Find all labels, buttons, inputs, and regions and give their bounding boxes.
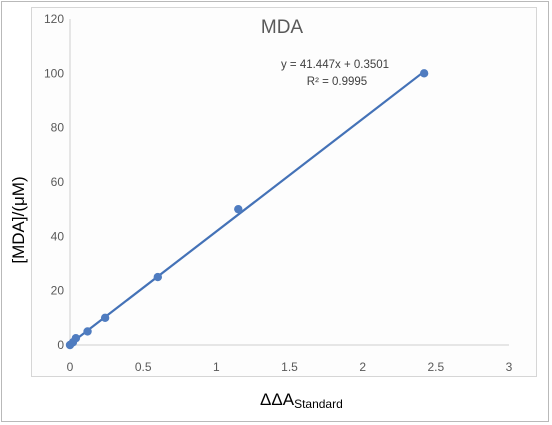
data-point: [419, 69, 429, 78]
x-tick-label: 1: [213, 360, 220, 374]
x-tick-label: 1.5: [281, 360, 298, 374]
x-tick-label: 2: [359, 360, 366, 374]
axes: [69, 19, 509, 346]
x-tick-label: 0.5: [135, 360, 152, 374]
data-point: [234, 204, 243, 214]
trendline: [69, 70, 425, 345]
y-tick-label: 120: [44, 12, 64, 26]
x-tick-label: 3: [506, 360, 513, 374]
y-tick-label: 20: [51, 284, 65, 298]
y-tick-label: 60: [51, 175, 65, 189]
data-points: [65, 69, 429, 350]
x-tick-label: 0: [67, 360, 74, 374]
data-point: [153, 272, 162, 282]
x-tick-label: 2.5: [427, 360, 444, 374]
trendline-equation: y = 41.447x + 0.3501: [281, 59, 389, 71]
y-tick-label: 100: [44, 66, 64, 80]
y-axis-label: [MDA]/(μM): [9, 176, 28, 263]
data-point: [71, 334, 81, 343]
tick-labels: 0 0.5 1 1.5 2 2.5 3 0 20 40 60 80 100 120: [44, 12, 513, 374]
data-point: [100, 313, 110, 323]
data-point: [83, 327, 92, 336]
x-axis-label-main: ΔΔA: [260, 390, 295, 409]
trendline-r-squared: R² = 0.9995: [307, 76, 367, 88]
chart-area: [31, 7, 537, 377]
y-tick-label: 40: [51, 229, 65, 243]
y-tick-label: 80: [51, 121, 65, 135]
x-axis-label: ΔΔAStandard: [260, 390, 343, 411]
chart-title: MDA: [261, 17, 304, 38]
x-axis-label-subscript: Standard: [294, 397, 343, 411]
trendline-group: [69, 70, 425, 345]
y-tick-label: 0: [57, 338, 64, 352]
